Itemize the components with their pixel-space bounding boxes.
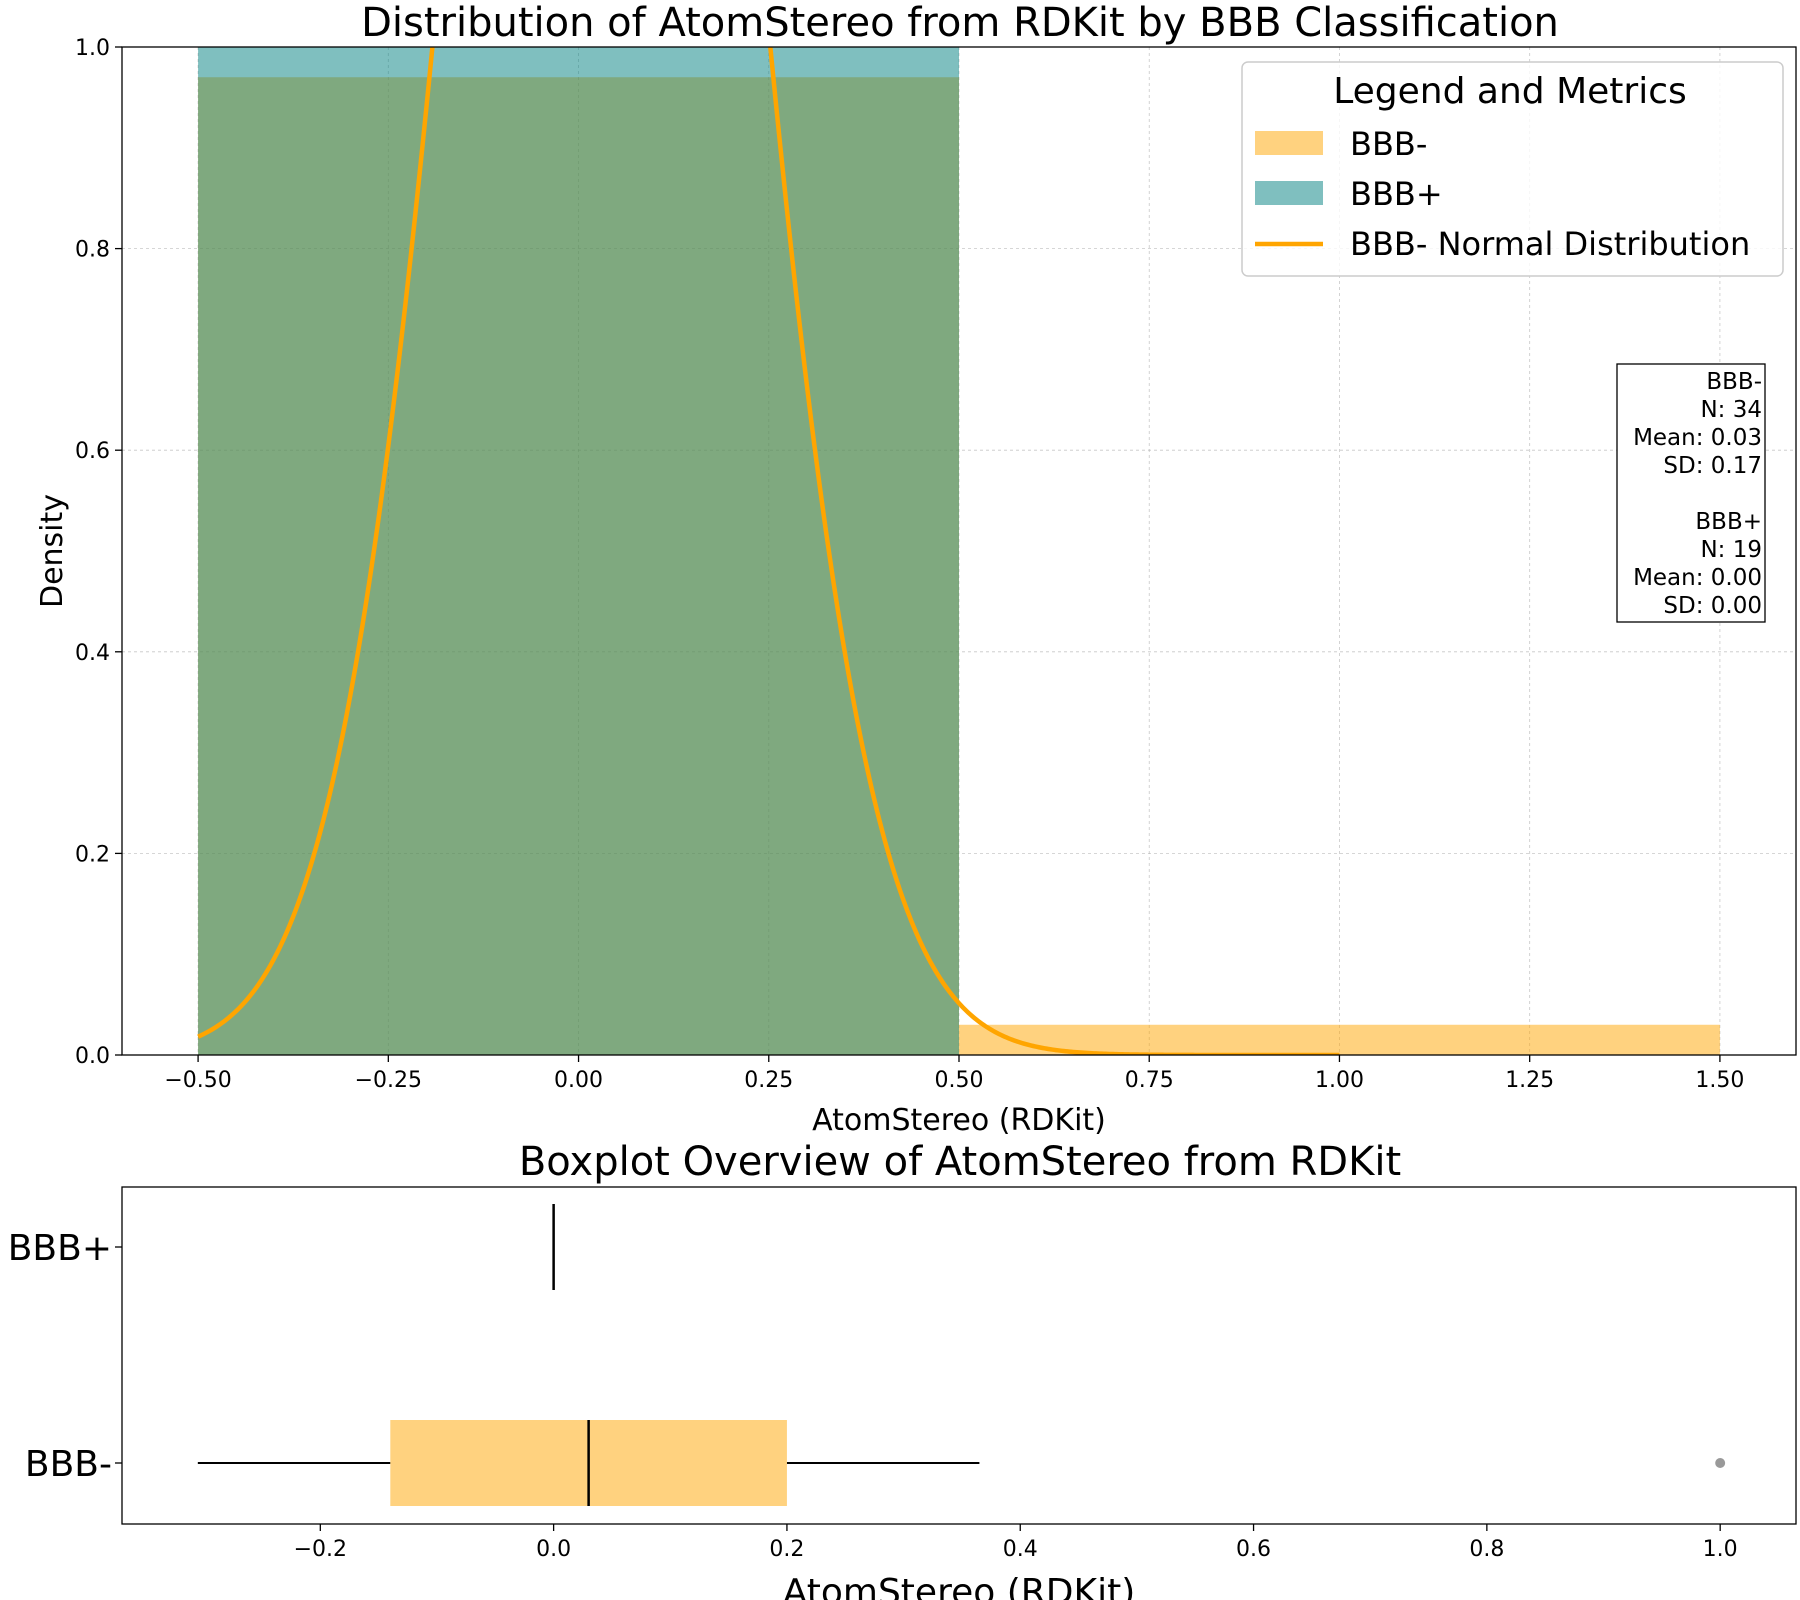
y-tick-label: 0.4 (75, 641, 110, 666)
x-tick-label: 0.0 (536, 1537, 571, 1562)
x-tick-label: 0.25 (744, 1068, 793, 1093)
metrics-line: SD: 0.00 (1663, 593, 1762, 619)
x-tick-label: 1.50 (1695, 1068, 1744, 1093)
x-tick-label: −0.2 (294, 1537, 347, 1562)
legend-swatch (1255, 181, 1323, 205)
histogram-y-ticks: 0.0 0.2 0.4 0.6 0.8 1.0 (75, 36, 122, 1069)
boxplot-title: Boxplot Overview of AtomStereo from RDKi… (519, 1139, 1401, 1185)
x-tick-label: −0.50 (164, 1068, 231, 1093)
histogram-y-axis-label: Density (35, 494, 70, 608)
boxplot-x-axis-label: AtomStereo (RDKit) (783, 1572, 1136, 1600)
metrics-line: N: 19 (1700, 537, 1762, 563)
category-label: BBB+ (8, 1228, 112, 1269)
y-tick-label: 0.0 (75, 1044, 110, 1069)
legend-entries: BBB- BBB+ BBB- Normal Distribution (1255, 125, 1750, 263)
y-tick-label: 1.0 (75, 36, 110, 61)
legend-title: Legend and Metrics (1333, 71, 1687, 112)
boxplot-category-labels: BBB+ BBB- (8, 1228, 122, 1485)
histogram-x-ticks: −0.50 −0.25 0.00 0.25 0.50 0.75 1.00 1.25 1.50 (164, 1055, 1744, 1093)
x-tick-label: 0.00 (554, 1068, 603, 1093)
outlier-point-bbbminus (1715, 1458, 1726, 1468)
x-tick-label: 0.75 (1125, 1068, 1174, 1093)
legend-swatch (1255, 131, 1323, 155)
x-tick-label: −0.25 (355, 1068, 422, 1093)
x-tick-label: 1.0 (1703, 1537, 1738, 1562)
histogram-bars (198, 47, 1720, 1056)
histogram-bar-bbbminus (959, 1024, 1720, 1055)
boxplot-x-ticks: −0.2 0.0 0.2 0.4 0.6 0.8 1.0 (294, 1524, 1738, 1562)
x-tick-label: 1.00 (1315, 1068, 1364, 1093)
legend-label: BBB+ (1350, 175, 1443, 213)
metrics-line: SD: 0.17 (1663, 453, 1762, 479)
histogram-panel: Distribution of AtomStereo from RDKit by… (35, 0, 1797, 1138)
x-tick-label: 0.6 (1236, 1537, 1271, 1562)
legend-frame (1241, 61, 1784, 277)
histogram-x-axis-label: AtomStereo (RDKit) (812, 1103, 1106, 1138)
legend-label: BBB- Normal Distribution (1350, 225, 1750, 263)
x-tick-label: 0.8 (1469, 1537, 1504, 1562)
y-tick-label: 0.6 (75, 439, 110, 464)
category-label: BBB- (25, 1444, 112, 1485)
metrics-box-frame (1616, 363, 1766, 623)
x-tick-label: 0.2 (769, 1537, 804, 1562)
legend: Legend and Metrics BBB- BBB+ BBB- Normal D… (1241, 61, 1784, 277)
y-tick-label: 0.8 (75, 238, 110, 263)
boxplot-axes-frame (121, 1186, 1797, 1525)
x-tick-label: 0.50 (935, 1068, 984, 1093)
metrics-line: Mean: 0.03 (1633, 425, 1762, 451)
metrics-line: BBB+ (1695, 509, 1762, 535)
y-tick-label: 0.2 (75, 842, 110, 867)
boxplot-panel: Boxplot Overview of AtomStereo from RDKi… (8, 1139, 1797, 1600)
histogram-bar-bbbplus (198, 47, 959, 1055)
metrics-line: N: 34 (1700, 397, 1762, 423)
histogram-title: Distribution of AtomStereo from RDKit by… (361, 0, 1559, 46)
x-tick-label: 0.4 (1003, 1537, 1038, 1562)
legend-label: BBB- (1350, 125, 1427, 163)
metrics-line: BBB- (1706, 369, 1762, 395)
boxplot-boxes (197, 1204, 1726, 1506)
x-tick-label: 1.25 (1505, 1068, 1554, 1093)
metrics-line: Mean: 0.00 (1633, 565, 1762, 591)
